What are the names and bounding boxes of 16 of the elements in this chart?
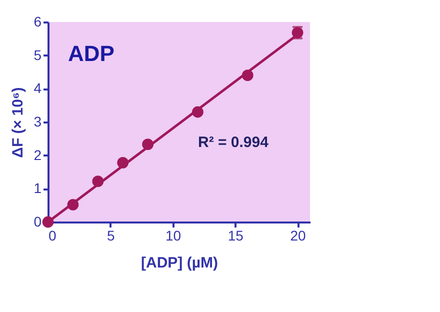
y-tick-label: 5: [34, 46, 42, 63]
y-tick-label: 3: [34, 114, 42, 130]
x-tick-label: 5: [106, 228, 115, 244]
y-tick-label: 4: [34, 80, 42, 96]
annotation: R² = 0.994: [198, 134, 270, 151]
x-tick-label: 0: [48, 228, 56, 244]
y-tick-label: 6: [34, 14, 42, 30]
x-axis-title: [ADP] (µM): [141, 254, 218, 272]
y-tick-label: 0: [34, 214, 42, 230]
x-tick-label: 15: [228, 228, 244, 244]
y-tick-label: 1: [34, 180, 42, 196]
text: ADP: [68, 41, 114, 66]
y-axis-title: ΔF (× 10⁶): [10, 87, 27, 158]
y-tick-label: 2: [34, 146, 42, 163]
x-tick-label: 10: [165, 228, 182, 244]
x-tick-label: 20: [290, 228, 306, 244]
